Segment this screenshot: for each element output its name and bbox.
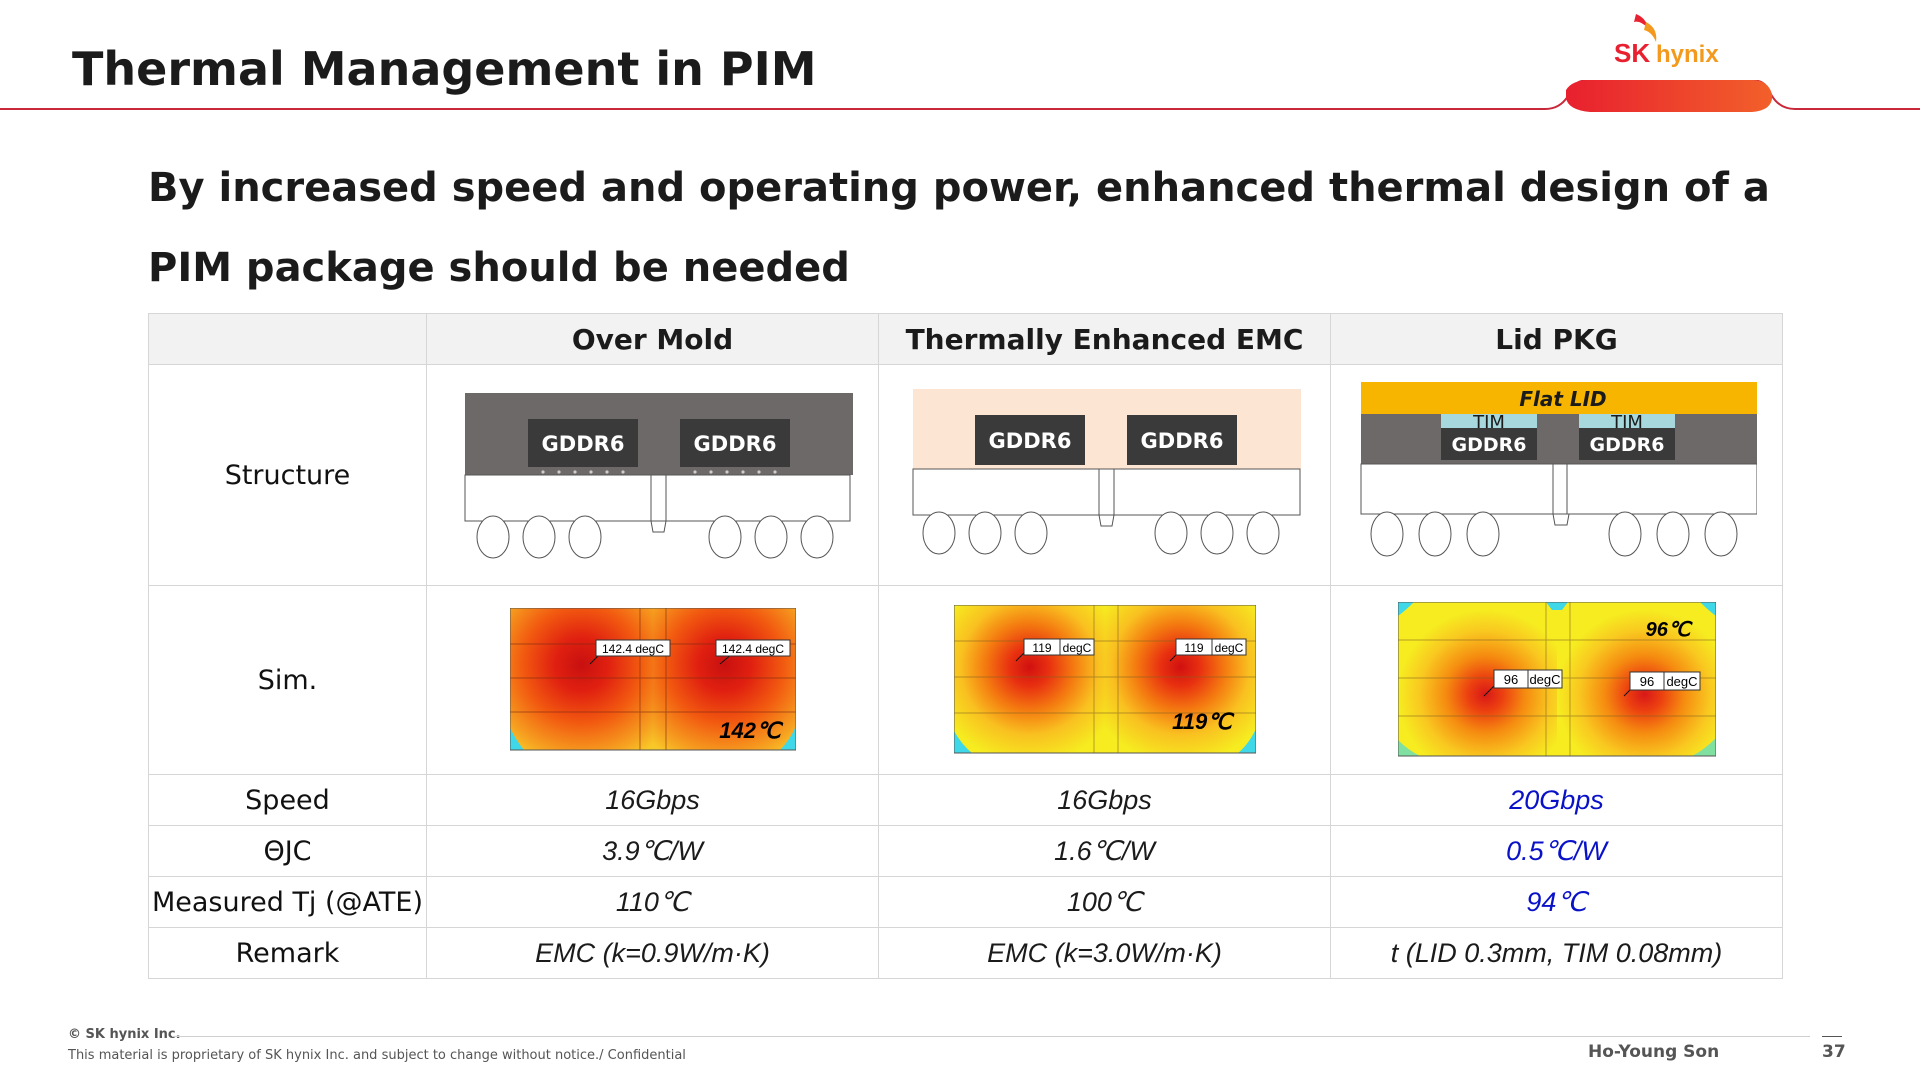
theta-jc-row: ΘJC 3.9℃/W 1.6℃/W 0.5℃/W (148, 825, 1783, 877)
header-divider (0, 80, 1920, 112)
page-number-rule (1822, 1036, 1842, 1037)
remark-value: t (LID 0.3mm, TIM 0.08mm) (1330, 927, 1783, 979)
max-temp-label: 96℃ (1645, 619, 1692, 641)
chip-label: GDDR6 (1589, 434, 1664, 456)
probe-value: 96 (1503, 672, 1517, 687)
tim-label: TIM (1472, 412, 1505, 433)
probe-value: 119 (1184, 641, 1203, 655)
measured-tj-row: Measured Tj (@ATE) 110℃ 100℃ 94℃ (148, 876, 1783, 928)
theta-jc-value: 1.6℃/W (878, 825, 1331, 877)
slide-subtitle: By increased speed and operating power, … (148, 165, 1770, 291)
remark-value: EMC (k=0.9W/m·K) (426, 927, 879, 979)
structure-row: Structure GDDR6 GDDR6 (148, 364, 1783, 586)
column-header: Over Mold (426, 313, 879, 365)
flat-lid-label: Flat LID (1519, 387, 1606, 411)
chip-label: GDDR6 (988, 429, 1071, 453)
row-label: Measured Tj (@ATE) (148, 876, 427, 928)
probe-unit: degC (1214, 641, 1243, 655)
structure-over-mold: GDDR6 GDDR6 (426, 364, 879, 586)
speed-row: Speed 16Gbps 16Gbps 20Gbps (148, 774, 1783, 826)
footer-copyright: © SK hynix Inc. (68, 1027, 181, 1042)
footer-divider (172, 1036, 1810, 1037)
page-number: 37 (1822, 1042, 1846, 1062)
simulation-row: Sim. (148, 585, 1783, 775)
structure-thermally-enhanced-emc: GDDR6 GDDR6 (878, 364, 1331, 586)
column-header: Lid PKG (1330, 313, 1783, 365)
slide-title: Thermal Management in PIM (72, 42, 817, 96)
chip-label: GDDR6 (541, 432, 624, 456)
lid-pkg-heatmap: 96℃ 96 degC 96 degC (1397, 602, 1716, 757)
row-label: Speed (148, 774, 427, 826)
remark-row: Remark EMC (k=0.9W/m·K) EMC (k=3.0W/m·K)… (148, 927, 1783, 979)
lid-pkg-diagram: Flat LID TIM TIM GDDR6 GDDR6 (1360, 382, 1757, 557)
column-header: Thermally Enhanced EMC (878, 313, 1331, 365)
probe-label: 142.4 degC (601, 642, 663, 656)
corner-cell (148, 313, 427, 365)
probe-unit: degC (1529, 672, 1560, 687)
emc-diagram: GDDR6 GDDR6 (912, 389, 1301, 555)
row-label: Sim. (148, 585, 427, 775)
row-label: Remark (148, 927, 427, 979)
logo-hynix-text: hynix (1656, 41, 1719, 68)
probe-value: 96 (1639, 674, 1653, 689)
footer-notice: This material is proprietary of SK hynix… (68, 1048, 686, 1063)
remark-value: EMC (k=3.0W/m·K) (878, 927, 1331, 979)
over-mold-heatmap: 142.4 degC 142.4 degC 142℃ (509, 608, 796, 751)
tj-value: 100℃ (878, 876, 1331, 928)
sk-hynix-logo: SK hynix (1614, 14, 1719, 68)
theta-jc-value: 3.9℃/W (426, 825, 879, 877)
probe-unit: degC (1666, 674, 1697, 689)
theta-jc-value: 0.5℃/W (1330, 825, 1783, 877)
row-label: Structure (148, 364, 427, 586)
tj-value: 94℃ (1330, 876, 1783, 928)
probe-unit: degC (1062, 641, 1091, 655)
sim-over-mold: 142.4 degC 142.4 degC 142℃ (426, 585, 879, 775)
comparison-table: Over Mold Thermally Enhanced EMC Lid PKG… (148, 313, 1783, 979)
chip-label: GDDR6 (693, 432, 776, 456)
probe-value: 119 (1032, 641, 1051, 655)
emc-heatmap: 119 degC 119 degC 119℃ (953, 605, 1256, 754)
chip-label: GDDR6 (1140, 429, 1223, 453)
tim-label: TIM (1610, 412, 1643, 433)
probe-label: 142.4 degC (721, 642, 783, 656)
logo-sk-text: SK (1614, 38, 1650, 68)
max-temp-label: 142℃ (719, 718, 784, 743)
header-row: Over Mold Thermally Enhanced EMC Lid PKG (148, 313, 1783, 365)
sim-thermally-enhanced-emc: 119 degC 119 degC 119℃ (878, 585, 1331, 775)
row-label: ΘJC (148, 825, 427, 877)
chip-label: GDDR6 (1451, 434, 1526, 456)
speed-value: 16Gbps (426, 774, 879, 826)
max-temp-label: 119℃ (1172, 709, 1235, 734)
sim-lid-pkg: 96℃ 96 degC 96 degC (1330, 585, 1783, 775)
speed-value: 20Gbps (1330, 774, 1783, 826)
over-mold-diagram: GDDR6 GDDR6 (464, 393, 853, 559)
speed-value: 16Gbps (878, 774, 1331, 826)
footer-author: Ho-Young Son (1588, 1042, 1720, 1062)
tj-value: 110℃ (426, 876, 879, 928)
structure-lid-pkg: Flat LID TIM TIM GDDR6 GDDR6 (1330, 364, 1783, 586)
